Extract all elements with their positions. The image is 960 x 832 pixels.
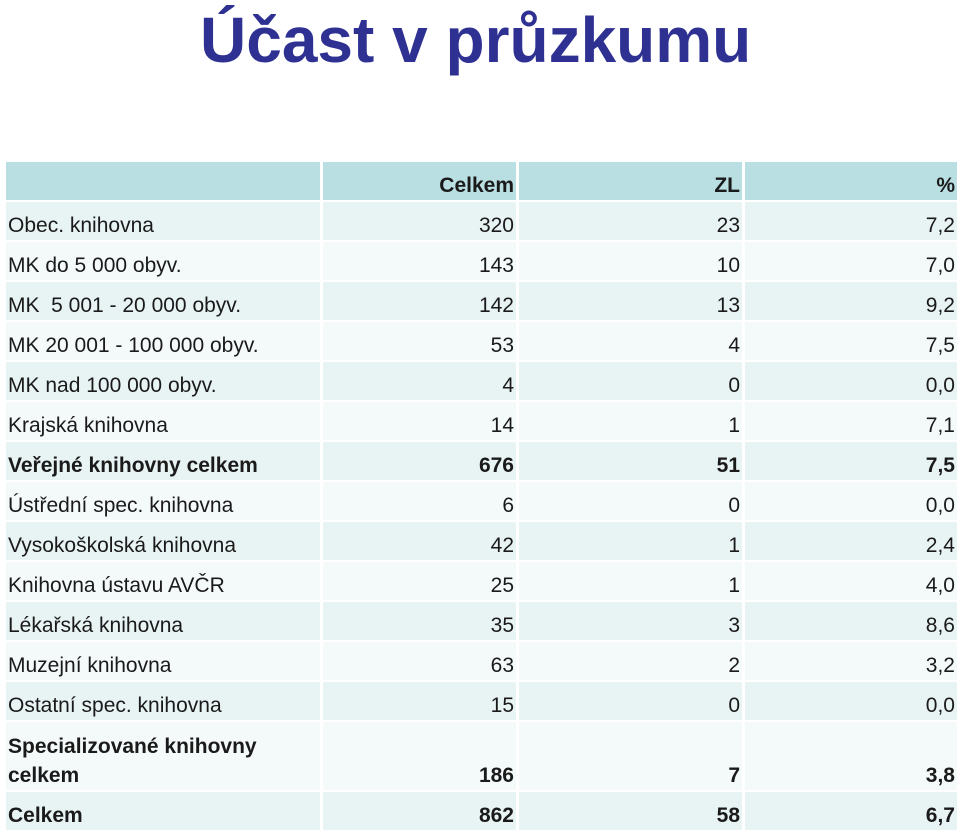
row-total: 63 <box>323 642 516 680</box>
subtotal-row-specialized: Specializované knihovny celkem 186 7 3,8 <box>6 722 957 790</box>
row-label: Ostatní spec. knihovna <box>6 682 320 720</box>
row-percent: 7,1 <box>745 402 957 440</box>
row-label: Obec. knihovna <box>6 202 320 240</box>
row-zl: 10 <box>519 242 742 280</box>
table-row: Vysokoškolská knihovna 42 1 2,4 <box>6 522 957 560</box>
table-row: Ostatní spec. knihovna 15 0 0,0 <box>6 682 957 720</box>
table-row: Krajská knihovna 14 1 7,1 <box>6 402 957 440</box>
row-total: 186 <box>323 722 516 790</box>
row-zl: 7 <box>519 722 742 790</box>
row-zl: 2 <box>519 642 742 680</box>
page-title: Účast v průzkumu <box>200 0 900 80</box>
row-total: 35 <box>323 602 516 640</box>
row-label: Veřejné knihovny celkem <box>6 442 320 480</box>
row-label: Lékařská knihovna <box>6 602 320 640</box>
row-zl: 58 <box>519 792 742 830</box>
header-celkem: Celkem <box>323 162 516 200</box>
row-zl: 0 <box>519 482 742 520</box>
row-label: MK nad 100 000 obyv. <box>6 362 320 400</box>
header-zl: ZL <box>519 162 742 200</box>
row-zl: 1 <box>519 562 742 600</box>
row-percent: 7,5 <box>745 322 957 360</box>
table-row: Ústřední spec. knihovna 6 0 0,0 <box>6 482 957 520</box>
row-percent: 9,2 <box>745 282 957 320</box>
row-zl: 0 <box>519 362 742 400</box>
row-zl: 13 <box>519 282 742 320</box>
row-label: MK 5 001 - 20 000 obyv. <box>6 282 320 320</box>
row-label: MK do 5 000 obyv. <box>6 242 320 280</box>
row-total: 142 <box>323 282 516 320</box>
table-row: MK do 5 000 obyv. 143 10 7,0 <box>6 242 957 280</box>
row-total: 6 <box>323 482 516 520</box>
table-row: MK 20 001 - 100 000 obyv. 53 4 7,5 <box>6 322 957 360</box>
row-percent: 2,4 <box>745 522 957 560</box>
row-zl: 1 <box>519 522 742 560</box>
row-total: 42 <box>323 522 516 560</box>
row-total: 862 <box>323 792 516 830</box>
row-percent: 3,2 <box>745 642 957 680</box>
row-percent: 7,2 <box>745 202 957 240</box>
row-percent: 8,6 <box>745 602 957 640</box>
row-zl: 1 <box>519 402 742 440</box>
row-label: Krajská knihovna <box>6 402 320 440</box>
row-zl: 3 <box>519 602 742 640</box>
row-percent: 6,7 <box>745 792 957 830</box>
row-total: 320 <box>323 202 516 240</box>
row-percent: 7,0 <box>745 242 957 280</box>
row-label: MK 20 001 - 100 000 obyv. <box>6 322 320 360</box>
row-percent: 3,8 <box>745 722 957 790</box>
row-total: 676 <box>323 442 516 480</box>
row-zl: 4 <box>519 322 742 360</box>
row-label: Specializované knihovny celkem <box>6 722 320 790</box>
row-label: Knihovna ústavu AVČR <box>6 562 320 600</box>
row-label: Celkem <box>6 792 320 830</box>
row-total: 143 <box>323 242 516 280</box>
row-percent: 7,5 <box>745 442 957 480</box>
row-percent: 0,0 <box>745 682 957 720</box>
survey-participation-table: Celkem ZL % Obec. knihovna 320 23 7,2 MK… <box>3 160 960 832</box>
row-label: Ústřední spec. knihovna <box>6 482 320 520</box>
table-row: Knihovna ústavu AVČR 25 1 4,0 <box>6 562 957 600</box>
row-total: 14 <box>323 402 516 440</box>
row-total: 25 <box>323 562 516 600</box>
subtotal-row-public: Veřejné knihovny celkem 676 51 7,5 <box>6 442 957 480</box>
table-row: MK 5 001 - 20 000 obyv. 142 13 9,2 <box>6 282 957 320</box>
row-percent: 0,0 <box>745 482 957 520</box>
grand-total-row: Celkem 862 58 6,7 <box>6 792 957 830</box>
table-row: Obec. knihovna 320 23 7,2 <box>6 202 957 240</box>
table-row: Muzejní knihovna 63 2 3,2 <box>6 642 957 680</box>
table-row: MK nad 100 000 obyv. 4 0 0,0 <box>6 362 957 400</box>
row-zl: 0 <box>519 682 742 720</box>
row-total: 53 <box>323 322 516 360</box>
row-total: 4 <box>323 362 516 400</box>
table-header-row: Celkem ZL % <box>6 162 957 200</box>
header-percent: % <box>745 162 957 200</box>
header-label <box>6 162 320 200</box>
row-zl: 23 <box>519 202 742 240</box>
table-row: Lékařská knihovna 35 3 8,6 <box>6 602 957 640</box>
row-percent: 4,0 <box>745 562 957 600</box>
row-label: Muzejní knihovna <box>6 642 320 680</box>
row-percent: 0,0 <box>745 362 957 400</box>
row-label: Vysokoškolská knihovna <box>6 522 320 560</box>
row-zl: 51 <box>519 442 742 480</box>
row-total: 15 <box>323 682 516 720</box>
